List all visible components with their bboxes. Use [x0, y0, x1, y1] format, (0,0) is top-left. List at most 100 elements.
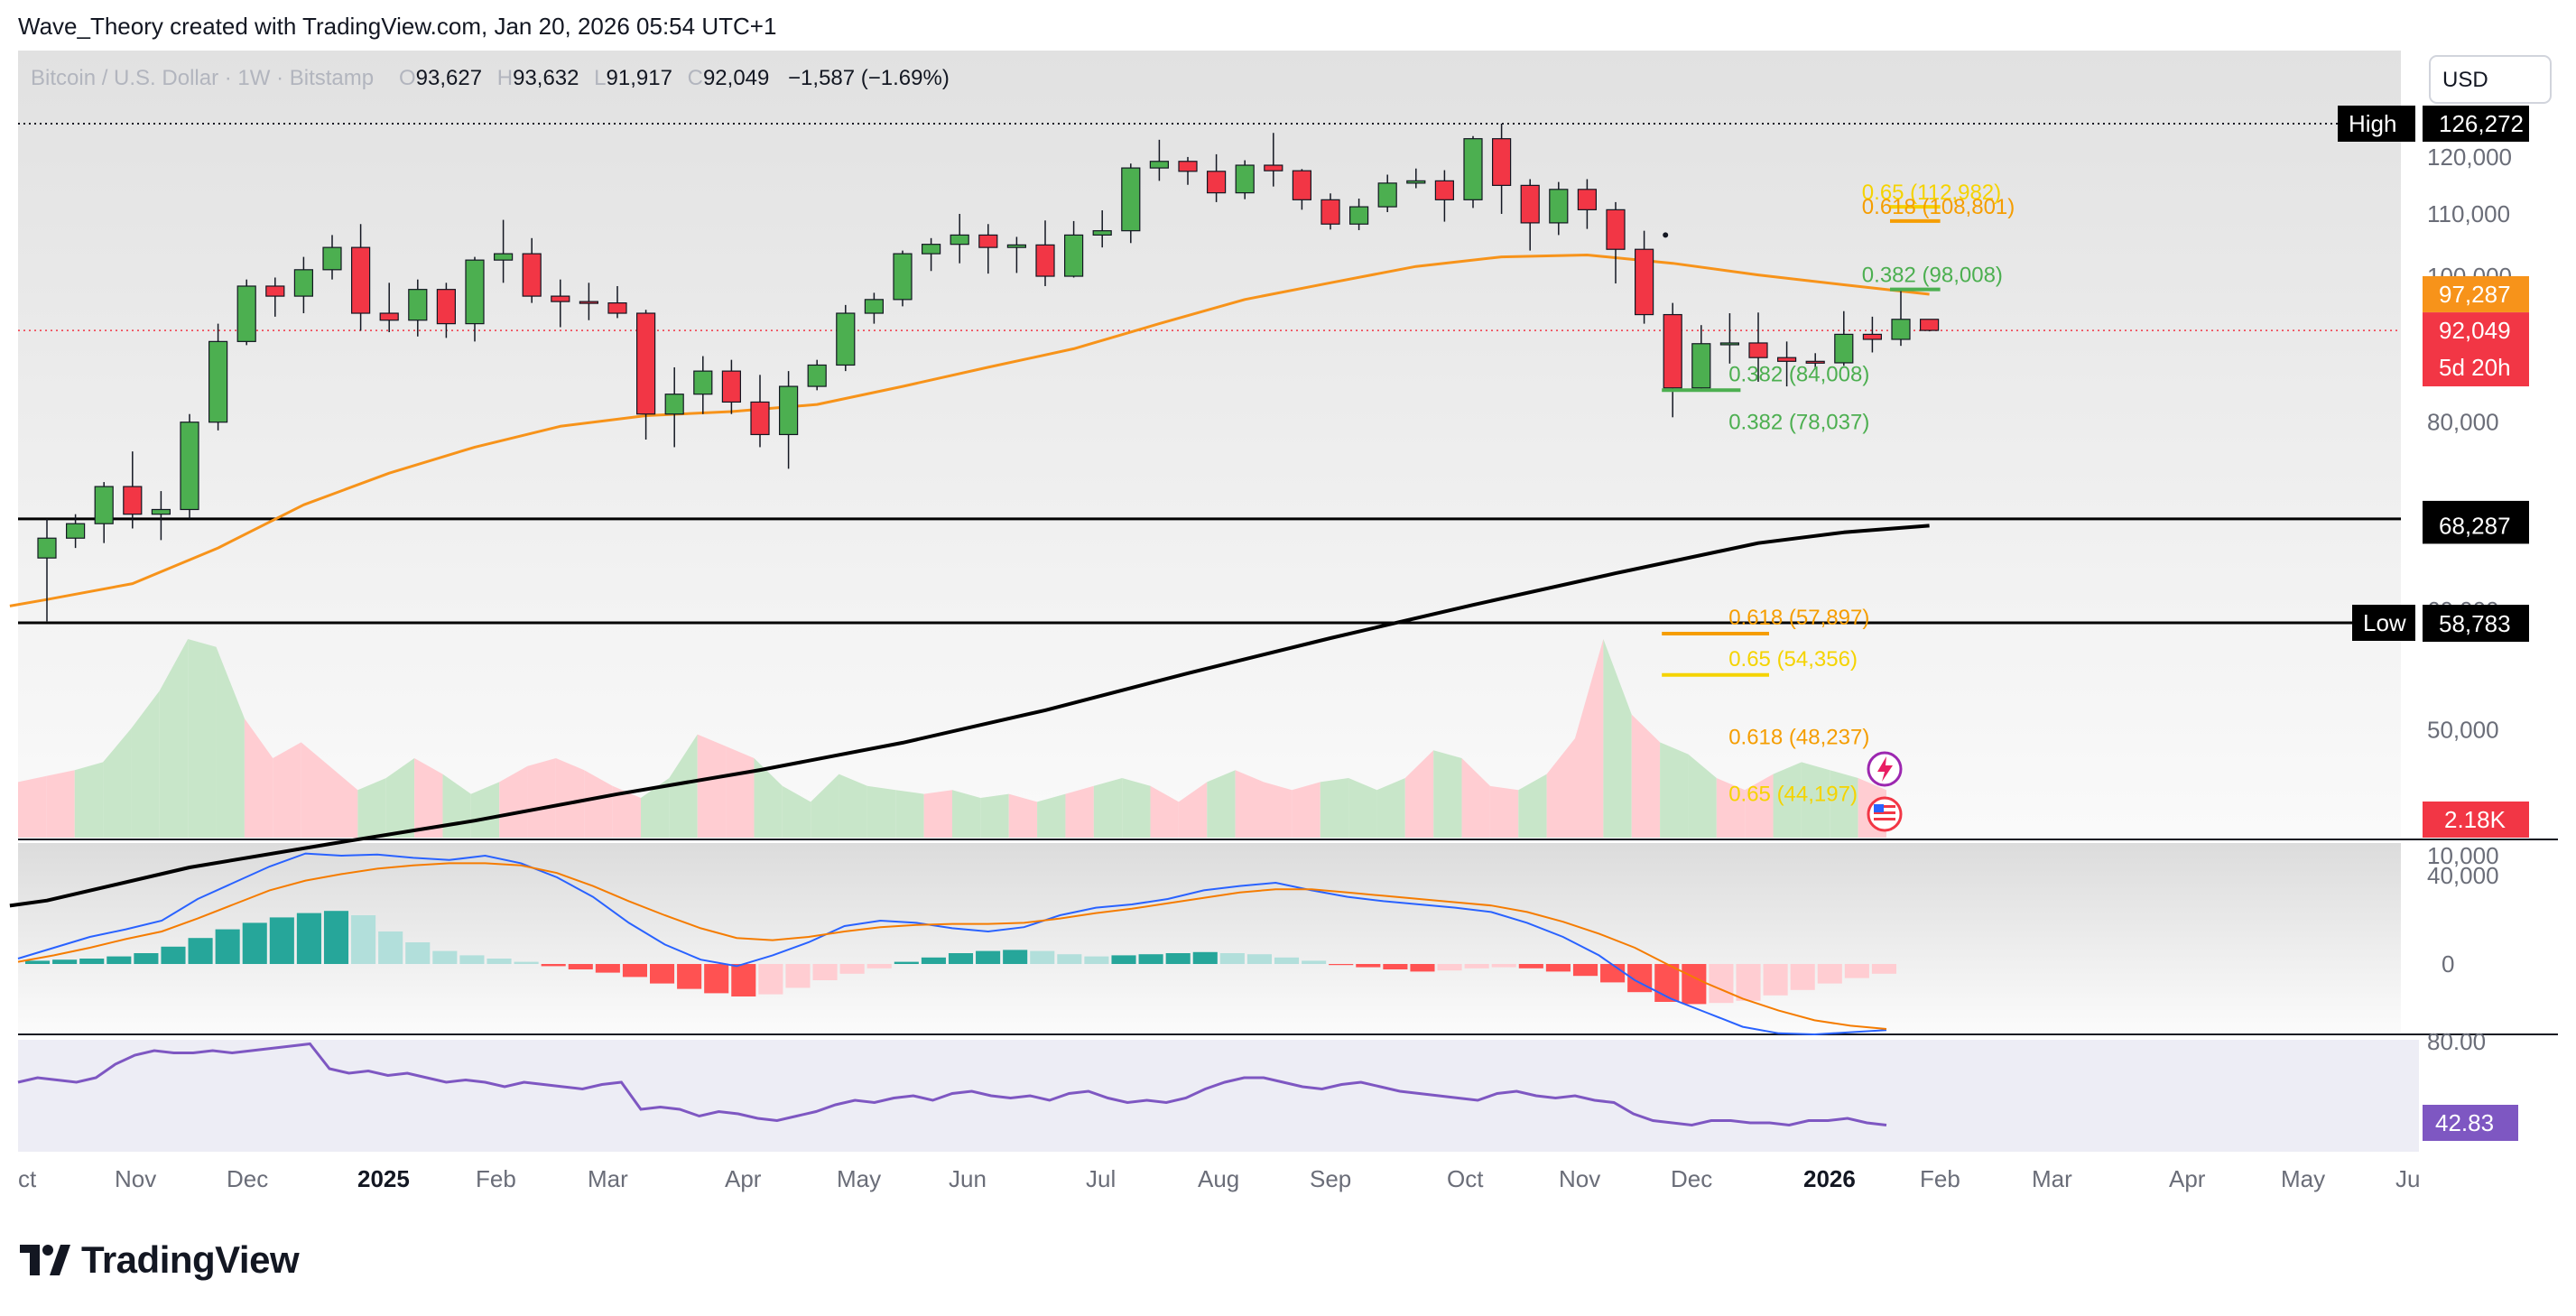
candle[interactable] — [1834, 310, 1854, 366]
candle[interactable] — [551, 279, 570, 328]
candle[interactable] — [180, 413, 199, 519]
macd-histogram-bar — [976, 950, 1001, 964]
candle[interactable] — [1406, 168, 1426, 189]
candle[interactable] — [37, 518, 57, 622]
volume-value-tag[interactable]: 2.18K — [2423, 802, 2529, 838]
price-tag[interactable]: 68,287 — [2423, 507, 2529, 544]
tradingview-logo-text: TradingView — [81, 1238, 300, 1281]
level-tag[interactable]: Low — [2352, 605, 2415, 641]
candle[interactable] — [921, 237, 941, 272]
candles[interactable] — [37, 124, 1940, 622]
us-flag-icon[interactable] — [1867, 796, 1903, 832]
candle[interactable] — [1891, 290, 1911, 347]
level-tag[interactable]: High — [2338, 106, 2415, 142]
price-tag[interactable]: 92,049 5d 20h — [2423, 312, 2529, 387]
candle[interactable] — [1235, 160, 1255, 199]
candle[interactable] — [1491, 124, 1512, 214]
candle[interactable] — [1035, 220, 1055, 286]
volume-segment — [1404, 750, 1434, 838]
candle[interactable] — [1549, 181, 1569, 236]
candle[interactable] — [1348, 199, 1369, 230]
candle[interactable] — [1006, 236, 1027, 273]
candle[interactable] — [664, 366, 684, 448]
alert-icon[interactable] — [1867, 751, 1903, 787]
price-axis[interactable]: 120,000110,000100,00090,00080,00070,0006… — [2338, 106, 2529, 889]
candle[interactable] — [1320, 193, 1340, 230]
candle[interactable] — [693, 356, 713, 414]
candle[interactable] — [351, 224, 371, 331]
price-tag[interactable]: 97,287 — [2423, 275, 2529, 312]
candle[interactable] — [493, 219, 514, 283]
level-value-tag[interactable]: 126,272 — [2423, 106, 2529, 142]
candle[interactable] — [1862, 316, 1882, 353]
candle-body — [1549, 189, 1569, 224]
candle[interactable] — [635, 310, 656, 440]
candle[interactable] — [94, 482, 114, 543]
candle[interactable] — [1577, 179, 1598, 229]
candle[interactable] — [1748, 312, 1768, 382]
candle[interactable] — [1606, 201, 1626, 284]
candle-body — [1292, 170, 1312, 200]
candle-body — [1805, 360, 1825, 364]
candle[interactable] — [1264, 133, 1283, 187]
candle[interactable] — [408, 279, 428, 337]
candle[interactable] — [379, 283, 399, 333]
candle[interactable] — [123, 451, 143, 529]
candle[interactable] — [1805, 353, 1825, 369]
candle[interactable] — [236, 279, 256, 346]
candle[interactable] — [1292, 169, 1312, 210]
candle[interactable] — [1178, 156, 1198, 185]
macd-pane[interactable] — [18, 843, 2401, 1033]
time-axis[interactable]: ct Nov Dec 2025 Feb Mar Apr May Jun Jul Aug Sep Oct N… — [18, 1165, 2420, 1192]
candle[interactable] — [950, 213, 969, 264]
time-axis-area[interactable] — [18, 1155, 2401, 1208]
candle[interactable] — [836, 304, 856, 372]
candle[interactable] — [1206, 153, 1227, 202]
candle[interactable] — [1092, 210, 1112, 248]
candle[interactable] — [1463, 135, 1483, 209]
candle[interactable] — [807, 359, 827, 391]
macd-histogram-bar — [378, 931, 403, 964]
candle[interactable] — [208, 323, 228, 431]
candle[interactable] — [1634, 230, 1654, 324]
volume-segment — [527, 758, 556, 838]
candle[interactable] — [1434, 170, 1455, 222]
candle-body — [1577, 189, 1598, 210]
candle[interactable] — [607, 285, 627, 319]
tradingview-logo[interactable]: TradingView — [20, 1238, 300, 1282]
candle[interactable] — [522, 237, 542, 303]
main-pane[interactable] — [18, 51, 2401, 838]
candle[interactable] — [65, 514, 86, 549]
macd-histogram-bar — [1057, 954, 1082, 964]
candle[interactable] — [1691, 325, 1711, 392]
candle[interactable] — [265, 277, 285, 317]
candle-body — [1606, 209, 1626, 250]
price-tag[interactable]: 58,783 — [2423, 606, 2529, 643]
candle[interactable] — [1663, 302, 1682, 418]
candle[interactable] — [293, 256, 313, 314]
candle[interactable] — [1520, 179, 1540, 251]
candle[interactable] — [1776, 341, 1797, 387]
candle[interactable] — [978, 224, 998, 274]
candle[interactable] — [1719, 313, 1740, 364]
candle[interactable] — [1377, 174, 1397, 212]
candle[interactable] — [322, 235, 342, 280]
candle[interactable] — [436, 283, 456, 338]
rsi-value-tag[interactable]: 42.83 — [2423, 1105, 2518, 1141]
candle-body — [807, 364, 827, 387]
candle-body — [607, 302, 627, 314]
candle[interactable] — [151, 491, 171, 541]
candle[interactable] — [893, 250, 913, 307]
candle[interactable] — [1920, 319, 1940, 332]
candle[interactable] — [1121, 163, 1141, 244]
candle[interactable] — [579, 283, 599, 320]
candle[interactable] — [778, 371, 799, 469]
candle[interactable] — [721, 359, 742, 414]
candle[interactable] — [465, 256, 485, 342]
candle[interactable] — [1149, 139, 1170, 181]
currency-button[interactable]: USD — [2429, 55, 2552, 104]
candle[interactable] — [864, 292, 885, 324]
candle[interactable] — [750, 375, 770, 448]
candle[interactable] — [1063, 220, 1084, 278]
